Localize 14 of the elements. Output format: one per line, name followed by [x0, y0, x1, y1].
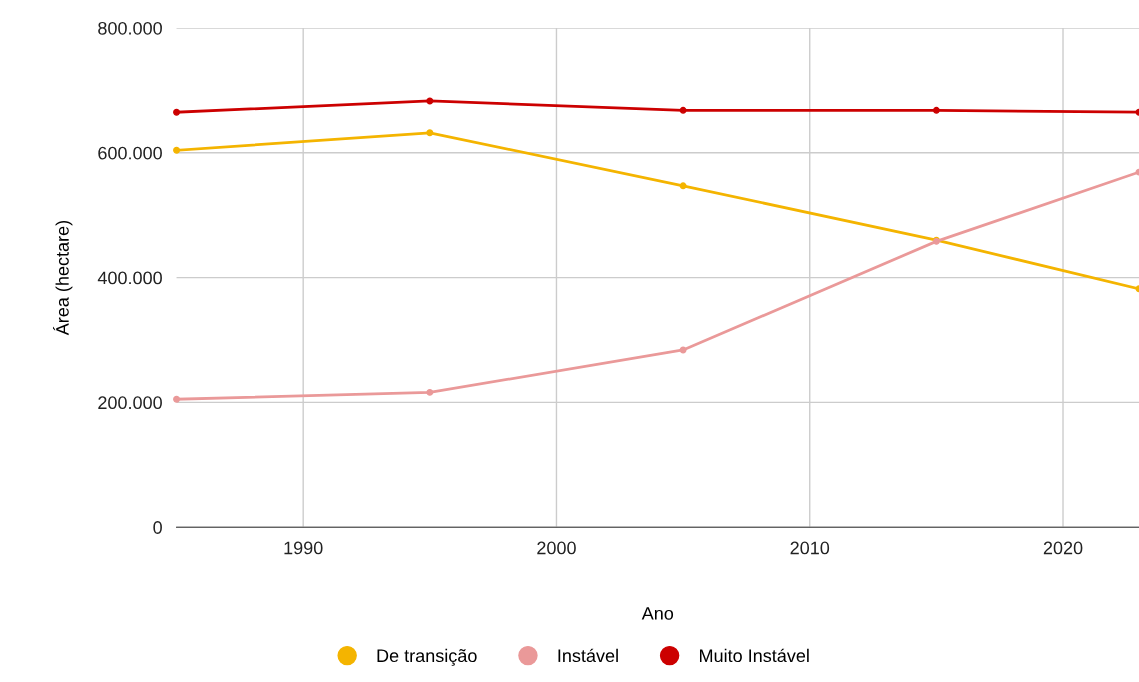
y-axis-title: Área (hectare)	[52, 220, 73, 336]
y-tick-label: 200.000	[98, 396, 162, 410]
y-tick-label: 800.000	[98, 21, 162, 35]
x-tick-label: 1990	[284, 541, 323, 555]
legend-label: De transição	[377, 648, 477, 666]
legend-label: Muito Instável	[699, 648, 809, 663]
y-tick-label: 0	[153, 521, 162, 534]
x-tick-label: 2020	[1043, 541, 1083, 555]
x-tick-label: 2010	[790, 541, 830, 555]
legend-label: Instável	[558, 648, 618, 663]
x-axis-title: Ano	[641, 607, 674, 620]
y-tick-label: 400.000	[97, 271, 162, 285]
y-tick-label: 600.000	[98, 146, 162, 160]
x-tick-label: 2000	[537, 541, 576, 555]
